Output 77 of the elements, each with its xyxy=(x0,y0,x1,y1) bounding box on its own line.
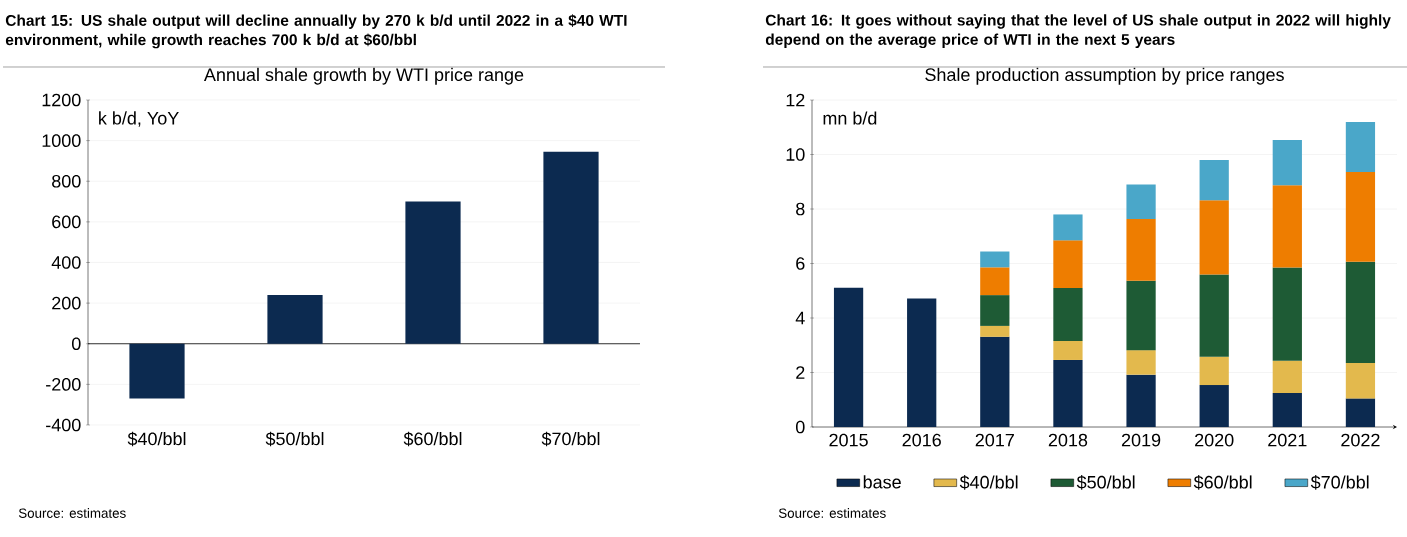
chart-title: Chart 15: US shale output will decline annually by 270 k b/d until 2022 in a $40 WTI environment, while growth reaches 700 k b/d at $60/bbl xyxy=(5,14,627,49)
y-tick-label: 10 xyxy=(786,148,805,161)
bar xyxy=(1126,184,1156,220)
y-tick-label: 4 xyxy=(795,311,805,325)
bar xyxy=(1345,122,1376,172)
x-tick-label: 2017 xyxy=(975,433,1014,447)
bar xyxy=(405,201,461,344)
source-note: Source: estimates xyxy=(18,508,126,518)
bar xyxy=(1053,359,1083,427)
bar xyxy=(1272,392,1302,427)
bar xyxy=(1053,288,1083,341)
bar xyxy=(980,336,1010,427)
legend-label: $60/bbl xyxy=(1193,475,1252,490)
bar xyxy=(1345,362,1376,399)
y-tick-label: 200 xyxy=(52,296,81,310)
chart-subtitle: Shale production assumption by price ranges xyxy=(925,67,1284,85)
bar xyxy=(1126,350,1156,375)
y-tick-label: -400 xyxy=(46,418,81,432)
bar xyxy=(907,298,937,427)
bar xyxy=(1272,267,1302,361)
x-tick-label: 2020 xyxy=(1195,433,1234,447)
legend-label: $40/bbl xyxy=(959,475,1018,490)
bar xyxy=(1199,356,1229,386)
chart-title: Chart 16: It goes without saying that the level of US shale output in 2022 will highly depend on the average price of WTI in the next 5 years xyxy=(765,14,1391,49)
y-tick-label: 1200 xyxy=(42,93,81,107)
bar xyxy=(1199,159,1229,201)
chart-subtitle: Annual shale growth by WTI price range xyxy=(203,67,524,85)
legend-label: $50/bbl xyxy=(1076,475,1135,490)
bar xyxy=(1345,261,1376,363)
x-tick-label: 2018 xyxy=(1048,433,1088,447)
bar xyxy=(980,325,1010,337)
y-tick-label: 8 xyxy=(796,202,805,216)
bar xyxy=(1199,274,1229,357)
bar xyxy=(1345,171,1376,262)
bar xyxy=(980,267,1010,296)
x-tick-label: 2019 xyxy=(1121,433,1161,447)
bar xyxy=(1053,214,1083,241)
y-tick-label: 0 xyxy=(796,420,805,434)
legend-label: $70/bbl xyxy=(1310,475,1369,490)
x-tick-label: $40/bbl xyxy=(127,431,186,447)
bar xyxy=(1272,185,1302,268)
bar xyxy=(543,151,599,344)
bar xyxy=(1272,140,1302,186)
y-tick-label: -200 xyxy=(46,378,81,391)
y-tick-label: 800 xyxy=(52,174,81,188)
x-tick-label: 2021 xyxy=(1268,433,1307,447)
bar xyxy=(129,343,185,399)
y-tick-label: 400 xyxy=(51,256,81,269)
bar xyxy=(1126,280,1156,351)
bar xyxy=(1126,219,1156,281)
x-tick-label: $60/bbl xyxy=(403,431,462,447)
bar xyxy=(1199,385,1229,427)
source-note: Source: estimates xyxy=(778,508,886,518)
bar xyxy=(1345,398,1376,427)
legend-label: base xyxy=(863,475,901,489)
x-tick-label: 2016 xyxy=(902,433,941,447)
y-axis-title: mn b/d xyxy=(823,111,877,125)
y-tick-label: 0 xyxy=(71,337,81,351)
bar xyxy=(1053,240,1083,289)
x-tick-label: $70/bbl xyxy=(541,431,600,447)
y-tick-label: 12 xyxy=(786,93,805,107)
bar xyxy=(267,295,323,344)
y-axis-title: k b/d, YoY xyxy=(99,111,179,127)
bar xyxy=(1053,340,1083,360)
x-tick-label: $50/bbl xyxy=(265,431,324,447)
bar xyxy=(833,287,864,427)
bar xyxy=(980,295,1010,326)
y-tick-label: 6 xyxy=(796,257,805,270)
x-tick-label: 2022 xyxy=(1341,433,1380,447)
x-tick-label: 2015 xyxy=(829,433,868,447)
bar xyxy=(980,251,1010,268)
bar xyxy=(1126,374,1156,427)
y-tick-label: 1000 xyxy=(42,134,81,147)
y-tick-label: 2 xyxy=(796,366,805,379)
bar xyxy=(1272,360,1302,393)
bar xyxy=(1199,200,1229,275)
y-tick-label: 600 xyxy=(52,215,81,229)
